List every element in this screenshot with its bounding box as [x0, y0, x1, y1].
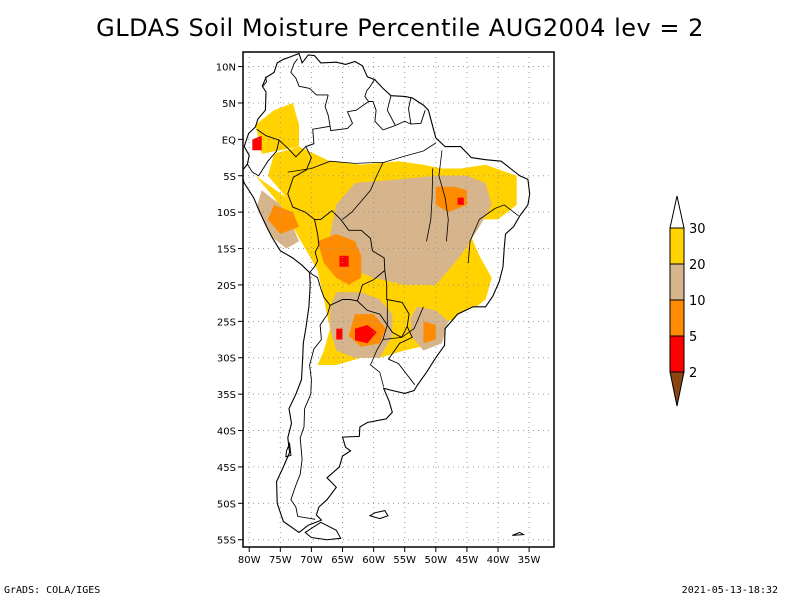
colorbar-legend: 30 20 10 5 2 [669, 195, 706, 407]
legend-label: 10 [689, 294, 706, 309]
lon-tick-label: 50W [425, 555, 448, 566]
lat-tick-label: 35S [217, 390, 236, 401]
legend-swatch-10-20 [669, 263, 685, 301]
lon-tick-label: 65W [331, 555, 354, 566]
country-border [387, 326, 416, 385]
lat-tick-label: 10S [217, 208, 236, 219]
country-border [290, 305, 331, 520]
lon-tick-label: 75W [269, 555, 292, 566]
country-border [247, 139, 280, 177]
river-line [382, 306, 424, 340]
longitude-axis: 80W 75W 70W 65W 60W 55W 50W 45W 40W 35W [238, 547, 541, 566]
lat-tick-label: 45S [217, 463, 236, 474]
moisture-patch-ecuador-dry [252, 135, 262, 151]
lon-tick-label: 40W [487, 555, 510, 566]
country-border [290, 58, 329, 96]
country-border [309, 210, 386, 306]
lon-tick-label: 70W [300, 555, 323, 566]
continent-outline [243, 52, 531, 534]
lat-tick-label: 40S [217, 427, 236, 438]
lat-tick-label: 5S [223, 172, 236, 183]
lat-tick-label: 30S [217, 354, 236, 365]
legend-swatch-gt30 [669, 195, 685, 229]
island-outline [368, 510, 389, 520]
latitude-axis: 10N 5N EQ 5S 10S 15S 20S 25S 30S 35S 40S 45S 50S 55S [216, 63, 243, 547]
island-outline [304, 521, 342, 541]
lat-tick-label: 55S [217, 536, 236, 547]
moisture-patch-tucuman-dry [336, 328, 343, 340]
island-outline [512, 531, 526, 536]
country-border [386, 95, 396, 126]
river-line [426, 168, 434, 242]
legend-swatch-20-30 [669, 227, 685, 265]
island-outline [285, 441, 292, 458]
river-line [467, 204, 519, 264]
legend-label: 30 [689, 222, 706, 237]
moisture-patch-north-andes [255, 103, 299, 154]
legend-swatch-2-5 [669, 335, 685, 373]
lon-tick-label: 35W [518, 555, 541, 566]
country-border [287, 101, 426, 220]
lat-tick-label: 25S [217, 317, 236, 328]
country-borders [247, 58, 426, 520]
country-border [256, 128, 315, 158]
country-border [408, 97, 412, 125]
legend-label: 2 [689, 366, 697, 381]
moisture-patch-cochabamba-dry [339, 255, 349, 267]
river-line [287, 142, 437, 173]
lon-tick-label: 45W [456, 555, 479, 566]
lon-tick-label: 55W [393, 555, 416, 566]
legend-label: 20 [689, 258, 706, 273]
moisture-layer [252, 103, 517, 365]
lon-tick-label: 80W [238, 555, 261, 566]
lat-tick-label: 20S [217, 281, 236, 292]
moisture-patch-chaco-dry [355, 325, 377, 344]
map-title: GLDAS Soil Moisture Percentile AUG2004 l… [96, 14, 704, 42]
river-line [342, 162, 384, 220]
legend-swatch-5-10 [669, 299, 685, 337]
lat-tick-label: 5N [222, 99, 236, 110]
coastline [243, 52, 531, 541]
lat-tick-label: 10N [216, 63, 236, 74]
map-frame [242, 51, 555, 548]
lon-tick-label: 60W [362, 555, 385, 566]
footer-timestamp: 2021-05-13-18:32 [681, 585, 778, 596]
river-line [438, 150, 449, 242]
footer-software-credit: GrADS: COLA/IGES [4, 585, 101, 596]
lat-tick-label: EQ [222, 135, 236, 146]
moisture-patch-central-peru [267, 204, 299, 234]
country-border [324, 94, 331, 127]
lat-tick-label: 15S [217, 245, 236, 256]
country-border [357, 270, 410, 339]
lat-tick-label: 50S [217, 499, 236, 510]
legend-label: 5 [689, 330, 697, 345]
moisture-patch-maranhao-dry [457, 197, 464, 205]
moisture-patch-parana [423, 321, 436, 344]
legend-swatch-lt2 [669, 371, 685, 407]
country-border [364, 78, 376, 102]
grid-lines [243, 52, 554, 547]
